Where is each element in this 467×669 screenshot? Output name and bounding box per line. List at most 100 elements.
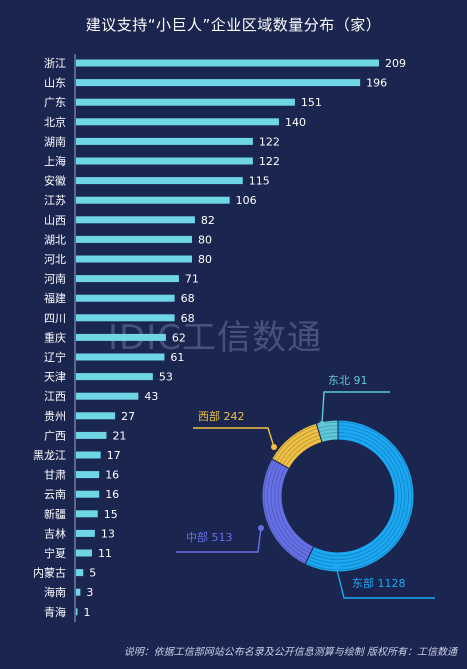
y-tick-label: 新疆	[44, 507, 66, 521]
y-tick-label: 福建	[44, 291, 66, 305]
bar	[76, 157, 253, 165]
bar-value-label: 115	[249, 175, 270, 188]
bar	[76, 275, 179, 283]
bar	[76, 118, 279, 126]
bar-value-label: 196	[366, 77, 387, 90]
leader-line	[193, 427, 275, 448]
y-tick-label: 贵州	[44, 410, 66, 423]
y-tick-label: 湖南	[44, 135, 66, 148]
bar-value-label: 71	[185, 273, 199, 286]
leader-line	[335, 565, 435, 599]
bar	[76, 451, 101, 459]
bar-value-label: 80	[198, 253, 212, 266]
y-tick-label: 北京	[44, 115, 66, 129]
bar-value-label: 21	[112, 429, 126, 442]
y-tick-label: 广东	[44, 96, 66, 109]
pie-slice	[271, 422, 323, 470]
bar	[76, 412, 116, 420]
y-tick-label: 宁夏	[44, 546, 66, 560]
pie-texture-ring	[263, 421, 413, 571]
bar-value-label: 68	[181, 312, 195, 325]
y-tick-label: 四川	[44, 312, 66, 325]
bar-value-label: 43	[144, 390, 158, 403]
leader-dot	[258, 525, 264, 531]
bar-value-label: 68	[181, 292, 195, 305]
bar-value-label: 17	[107, 449, 121, 462]
bar-value-label: 11	[98, 547, 112, 560]
bar	[76, 98, 295, 106]
leader-dot	[271, 444, 277, 450]
pie-texture-ring	[277, 435, 399, 557]
y-tick-label: 浙江	[44, 57, 66, 70]
y-tick-label: 重庆	[44, 330, 66, 344]
pie-slice-label: 东北 91	[328, 374, 368, 387]
y-tick-label: 上海	[44, 154, 66, 168]
bar-value-label: 16	[105, 488, 119, 501]
bar-value-label: 53	[159, 371, 173, 384]
bar	[76, 529, 95, 537]
y-tick-label: 内蒙古	[33, 566, 66, 580]
bar-value-label: 106	[236, 194, 257, 207]
bar-value-label: 3	[86, 586, 93, 599]
bar	[76, 137, 253, 145]
bar	[76, 490, 100, 498]
pie-slice-label: 西部 242	[198, 409, 245, 423]
bar	[76, 353, 165, 361]
y-tick-label: 湖北	[44, 233, 66, 246]
y-tick-label: 山西	[44, 214, 66, 227]
y-tick-label: 江苏	[44, 194, 66, 207]
bar-value-label: 27	[121, 410, 135, 423]
y-tick-label: 天津	[44, 371, 66, 384]
y-tick-label: 吉林	[44, 526, 66, 540]
bar	[76, 314, 175, 322]
bar	[76, 177, 243, 185]
bar	[76, 510, 98, 518]
source-note: 说明：依据工信部网站公布名录及公开信息测算与绘制 版权所有：工信数通	[123, 647, 457, 658]
bar	[76, 255, 192, 263]
y-tick-label: 海南	[44, 585, 66, 599]
bar	[76, 59, 379, 67]
bar	[76, 79, 361, 87]
bar	[76, 333, 166, 341]
y-tick-label: 安徽	[44, 174, 66, 188]
y-tick-label: 山东	[44, 77, 66, 90]
y-tick-label: 甘肃	[44, 469, 66, 482]
bar-value-label: 122	[259, 155, 280, 168]
pie-slice	[304, 419, 415, 573]
bar	[76, 216, 195, 224]
bar-value-label: 82	[201, 214, 215, 227]
bar-value-label: 16	[105, 469, 119, 482]
y-tick-label: 河北	[44, 253, 66, 266]
bar-value-label: 209	[385, 57, 406, 70]
pie-slice	[261, 458, 315, 566]
bar	[76, 431, 107, 439]
leader-line	[321, 391, 390, 425]
bar	[76, 471, 100, 479]
y-tick-label: 青海	[44, 605, 66, 619]
y-tick-label: 黑龙江	[33, 449, 66, 462]
bar-value-label: 13	[101, 527, 115, 540]
bar	[76, 294, 175, 302]
bar-value-label: 62	[172, 331, 186, 344]
bar	[76, 373, 153, 381]
y-tick-label: 云南	[44, 488, 66, 501]
y-tick-label: 河南	[44, 273, 66, 286]
pie-slice-label: 中部 513	[186, 530, 233, 544]
bar-value-label: 1	[84, 606, 91, 619]
chart-title: 建议支持“小巨人”企业区域数量分布（家）	[85, 16, 382, 34]
bar-value-label: 15	[104, 508, 118, 521]
leader-dot	[319, 421, 325, 427]
pie-slice-label: 东部 1128	[352, 576, 406, 590]
bar-value-label: 122	[259, 135, 280, 148]
leader-dot	[333, 563, 339, 569]
bar	[76, 569, 84, 577]
bar	[76, 588, 81, 596]
bar	[76, 549, 92, 557]
bar	[76, 196, 230, 204]
bar	[76, 392, 139, 400]
bar	[76, 608, 78, 616]
y-tick-label: 辽宁	[44, 350, 66, 364]
bar-value-label: 140	[285, 116, 306, 129]
